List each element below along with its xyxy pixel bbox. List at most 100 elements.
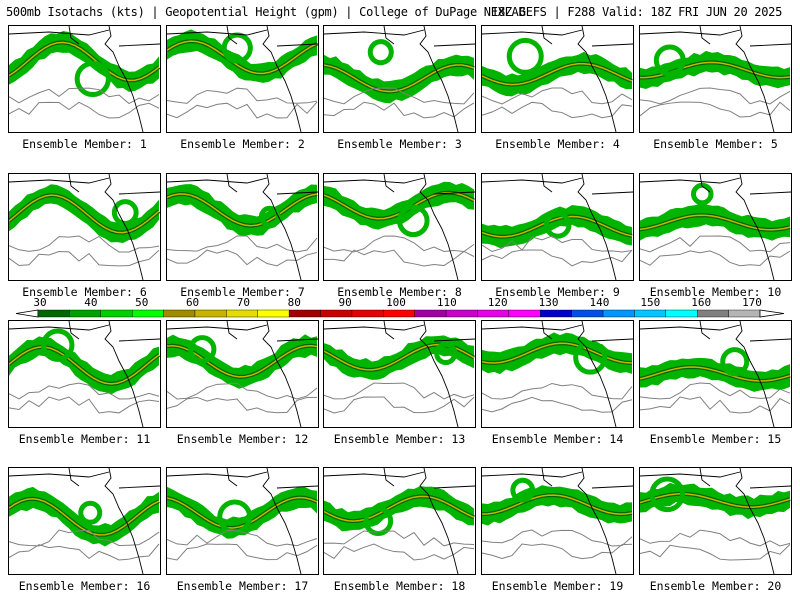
height-contour — [167, 529, 318, 547]
height-contour — [482, 382, 633, 400]
ensemble-member-panel: Ensemble Member: 3 — [323, 25, 476, 153]
height-contour — [167, 235, 318, 253]
header-valid-time: 18Z GEFS | F288 Valid: 18Z FRI JUN 20 20… — [491, 5, 782, 19]
jet-band-green — [482, 51, 632, 97]
height-contour — [324, 382, 475, 400]
height-contour — [324, 87, 475, 105]
member-map — [166, 320, 319, 428]
member-label: Ensemble Member: 9 — [495, 285, 620, 299]
colorbar-tick-label: 100 — [386, 296, 406, 309]
member-label: Ensemble Member: 1 — [22, 137, 147, 151]
height-contour — [167, 87, 318, 104]
map-plot — [482, 174, 633, 280]
jet-band-green — [640, 50, 790, 90]
colorbar-segment — [728, 309, 761, 318]
map-plot — [482, 321, 633, 427]
jet-maximum — [167, 496, 318, 529]
member-map — [639, 173, 792, 281]
member-label: Ensemble Member: 3 — [337, 137, 462, 151]
member-map — [8, 320, 161, 428]
height-contour — [640, 235, 791, 253]
jet-maximum — [9, 194, 160, 234]
member-label: Ensemble Member: 4 — [495, 137, 620, 151]
colorbar-tick-label: 80 — [287, 296, 301, 309]
closed-low-ring — [434, 341, 458, 366]
ensemble-member-panel: Ensemble Member: 19 — [481, 467, 634, 595]
jet-band-green — [482, 204, 632, 249]
colorbar-tick-label: 110 — [436, 296, 457, 309]
height-contour — [482, 87, 633, 105]
coastline-borders — [324, 174, 475, 280]
closed-low-ring — [74, 60, 111, 98]
jet-band-green — [640, 204, 790, 241]
member-label: Ensemble Member: 14 — [491, 432, 624, 446]
header-title: 500mb Isotachs (kts) | Geopotential Heig… — [6, 5, 526, 19]
height-contour — [482, 396, 633, 413]
colorbar-tick-label: 60 — [185, 296, 200, 309]
height-contour — [482, 249, 633, 267]
colorbar-graphic — [15, 309, 785, 318]
colorbar-segment — [226, 309, 258, 318]
closed-low-ring — [41, 328, 75, 362]
member-map — [481, 173, 634, 281]
height-contour — [324, 543, 475, 561]
jet-band-green — [482, 485, 632, 526]
ensemble-member-panel: Ensemble Member: 10 — [639, 173, 792, 301]
jet-maximum — [482, 62, 633, 86]
map-plot — [640, 321, 791, 427]
ensemble-member-panel: Ensemble Member: 13 — [323, 320, 476, 448]
map-plot — [324, 26, 475, 132]
jet-band-green — [324, 486, 474, 532]
coastline-borders — [324, 26, 475, 132]
colorbar-tick-label: 30 — [33, 296, 47, 309]
member-map — [8, 467, 161, 575]
member-map — [8, 25, 161, 133]
member-label: Ensemble Member: 11 — [18, 432, 151, 446]
ensemble-member-panel: Ensemble Member: 6 — [8, 173, 161, 301]
height-contour — [167, 101, 318, 119]
closed-low-ring — [649, 476, 686, 513]
colorbar-tick-label: 130 — [538, 296, 559, 309]
jet-maximum — [9, 41, 160, 82]
closed-low-ring — [691, 182, 714, 206]
height-contour — [324, 101, 475, 119]
colorbar-segment — [665, 309, 698, 318]
closed-low-ring — [396, 204, 430, 238]
height-contour — [9, 101, 160, 119]
height-contour — [167, 543, 318, 561]
colorbar-tick-label: 120 — [487, 296, 508, 309]
jet-band-green — [640, 357, 790, 392]
ensemble-member-panel: Ensemble Member: 17 — [166, 467, 319, 595]
jet-band-green — [9, 336, 159, 395]
colorbar-segment — [257, 309, 290, 318]
colorbar-tick-label: 150 — [640, 296, 661, 309]
coastline-borders — [9, 321, 160, 427]
ensemble-member-panel: Ensemble Member: 11 — [8, 320, 161, 448]
height-contour — [482, 543, 633, 560]
jet-maximum — [482, 494, 633, 515]
member-map — [481, 25, 634, 133]
ensemble-member-panel: Ensemble Member: 16 — [8, 467, 161, 595]
coastline-borders — [324, 468, 475, 574]
coastline-borders — [640, 174, 791, 280]
coastline-borders — [640, 26, 791, 132]
member-label: Ensemble Member: 16 — [18, 579, 151, 593]
member-label: Ensemble Member: 15 — [649, 432, 782, 446]
map-plot — [324, 321, 475, 427]
member-label: Ensemble Member: 19 — [491, 579, 624, 593]
map-plot — [9, 321, 160, 427]
closed-low-ring — [573, 340, 608, 375]
map-plot — [167, 468, 318, 574]
member-label: Ensemble Member: 20 — [649, 579, 782, 593]
jet-maximum — [9, 346, 160, 385]
map-plot — [324, 174, 475, 280]
ensemble-member-panel: Ensemble Member: 18 — [323, 467, 476, 595]
member-map — [323, 173, 476, 281]
member-map — [166, 467, 319, 575]
height-contour — [482, 529, 633, 547]
height-contour — [9, 235, 160, 253]
colorbar-segment — [571, 309, 604, 318]
jet-maximum — [167, 40, 318, 75]
colorbar-tick-label: 90 — [338, 296, 352, 309]
colorbar-segment — [37, 309, 70, 318]
